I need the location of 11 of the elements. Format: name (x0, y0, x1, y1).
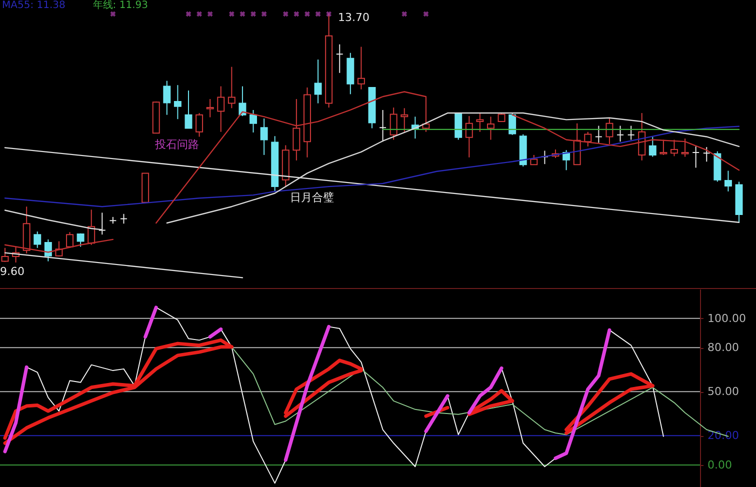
y-tick-label: 50.00 (708, 385, 739, 398)
y-tick-label: 80.00 (708, 341, 739, 354)
annotation: 9.60 (0, 265, 24, 278)
y-tick-label: 20.00 (708, 429, 739, 442)
annotation: 日月合璧 (290, 191, 334, 204)
text: 年线: 11.93 (92, 0, 148, 11)
annotation: 13.70 (338, 11, 370, 24)
y-tick-label: 0.00 (708, 458, 732, 472)
text: MA55: 11.38 (2, 0, 66, 11)
y-tick-label: 100.00 (708, 312, 746, 325)
annotation: 投石问路 (154, 138, 199, 151)
